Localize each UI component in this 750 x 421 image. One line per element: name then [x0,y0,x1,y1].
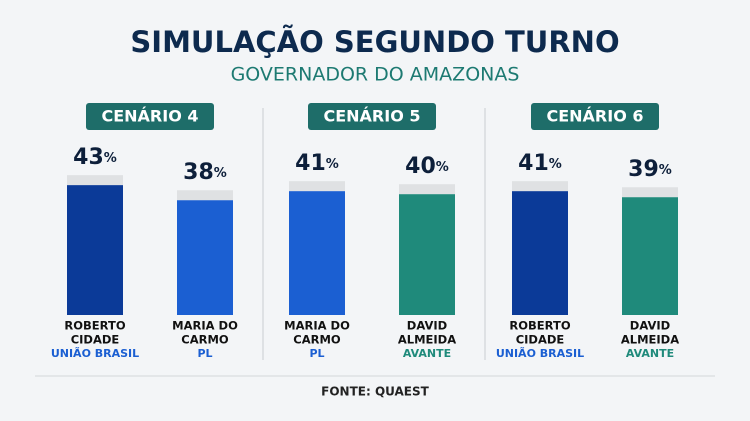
scenario-title: CENÁRIO 6 [546,107,643,126]
candidate-name: ALMEIDA [621,333,679,347]
value-label: 39% [628,157,672,182]
bar [67,185,123,315]
party: UNIÃO BRASIL [51,347,139,360]
scenario-badge [86,103,214,130]
bar-cap [622,187,678,198]
bar-cap [177,190,233,201]
candidate-name: MARIA DO [284,319,350,333]
value-label: 38% [183,160,227,185]
candidate-name: CARMO [181,333,229,347]
candidate-name: ALMEIDA [398,333,456,347]
party: AVANTE [626,347,674,360]
scenario-title: CENÁRIO 4 [101,107,198,126]
candidate-name: DAVID [407,319,447,333]
scenario-title: CENÁRIO 5 [323,107,420,126]
party: AVANTE [403,347,451,360]
value-label: 41% [295,151,339,176]
party: PL [197,347,212,360]
candidate-name: MARIA DO [172,319,238,333]
candidate-name: CARMO [293,333,341,347]
scenario-badge [531,103,659,130]
subtitle: GOVERNADOR DO AMAZONAS [231,64,520,86]
bar [289,191,345,315]
title: SIMULAÇÃO SEGUNDO TURNO [130,25,619,59]
bar [622,197,678,315]
candidate-name: ROBERTO [64,319,125,333]
value-label: 41% [518,151,562,176]
candidate-name: CIDADE [516,333,565,347]
value-label: 43% [73,145,117,170]
source: FONTE: QUAEST [321,385,430,399]
party: PL [309,347,324,360]
scenario-badge [308,103,436,130]
bar-cap [67,175,123,186]
party: UNIÃO BRASIL [496,347,584,360]
bar [399,194,455,315]
candidate-name: ROBERTO [509,319,570,333]
bar [512,191,568,315]
candidate-name: CIDADE [71,333,120,347]
bar-cap [399,184,455,195]
bar [177,200,233,315]
bar-cap [289,181,345,192]
candidate-name: DAVID [630,319,670,333]
bar-cap [512,181,568,192]
value-label: 40% [405,154,449,179]
